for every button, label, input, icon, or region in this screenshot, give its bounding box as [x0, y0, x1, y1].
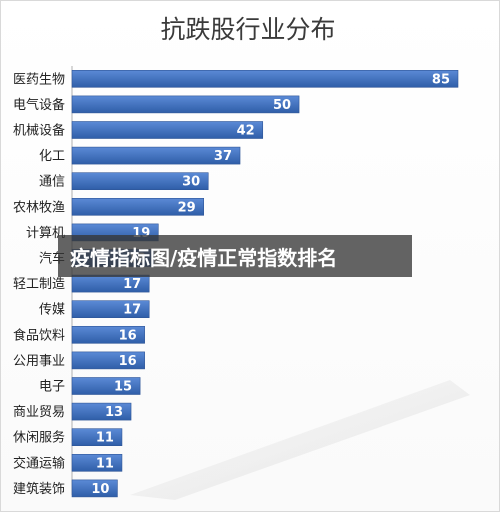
category-label-4: 通信: [39, 175, 65, 190]
category-label-1: 电气设备: [13, 97, 65, 113]
bar-5: [71, 198, 204, 216]
bar-11: [71, 351, 145, 370]
value-label-14: 11: [96, 431, 114, 446]
bar-4: [71, 172, 209, 190]
bar-12: [71, 377, 141, 395]
value-label-1: 50: [273, 98, 291, 113]
category-label-9: 传媒: [39, 303, 65, 318]
bar-3: [71, 146, 241, 165]
value-label-3: 37: [214, 149, 232, 164]
caption-banner: 疫情指标图/疫情正常指数排名: [58, 235, 412, 277]
category-label-16: 建筑装饰: [13, 481, 65, 497]
category-label-5: 农林牧渔: [13, 200, 65, 215]
category-label-3: 化工: [39, 149, 65, 164]
category-label-0: 医药生物: [13, 72, 65, 87]
caption-banner-text: 疫情指标图/疫情正常指数排名: [70, 245, 338, 270]
value-label-10: 16: [119, 328, 137, 343]
value-label-9: 17: [123, 303, 141, 318]
value-label-11: 16: [119, 354, 137, 369]
category-label-15: 交通运输: [13, 455, 65, 471]
value-label-8: 17: [123, 277, 141, 292]
value-label-4: 30: [182, 175, 200, 190]
value-label-16: 10: [91, 482, 109, 497]
category-label-6: 计算机: [26, 226, 65, 241]
bar-9: [71, 300, 150, 319]
bar-10: [71, 325, 145, 344]
category-label-2: 机械设备: [13, 123, 65, 139]
bar-1: [71, 95, 300, 114]
category-label-8: 轻工制造: [13, 277, 65, 292]
category-label-13: 商业贸易: [13, 405, 65, 420]
bar-14: [71, 428, 123, 447]
value-label-0: 85: [432, 72, 450, 87]
category-label-10: 食品饮料: [13, 327, 65, 343]
bar-2: [71, 121, 264, 139]
bar-0: [71, 70, 459, 88]
value-label-12: 15: [114, 380, 132, 395]
category-label-14: 休闲服务: [13, 430, 65, 446]
category-label-12: 电子: [39, 380, 65, 395]
value-label-5: 29: [178, 200, 196, 215]
bar-shadow-decoration: [130, 380, 470, 500]
value-label-2: 42: [237, 124, 255, 139]
chart-title: 抗跌股行业分布: [160, 15, 335, 44]
category-label-11: 公用事业: [13, 354, 65, 369]
value-label-13: 13: [105, 405, 123, 420]
bar-16: [71, 479, 118, 498]
bar-15: [71, 453, 123, 472]
bar-13: [71, 402, 132, 421]
value-label-15: 11: [96, 456, 114, 471]
